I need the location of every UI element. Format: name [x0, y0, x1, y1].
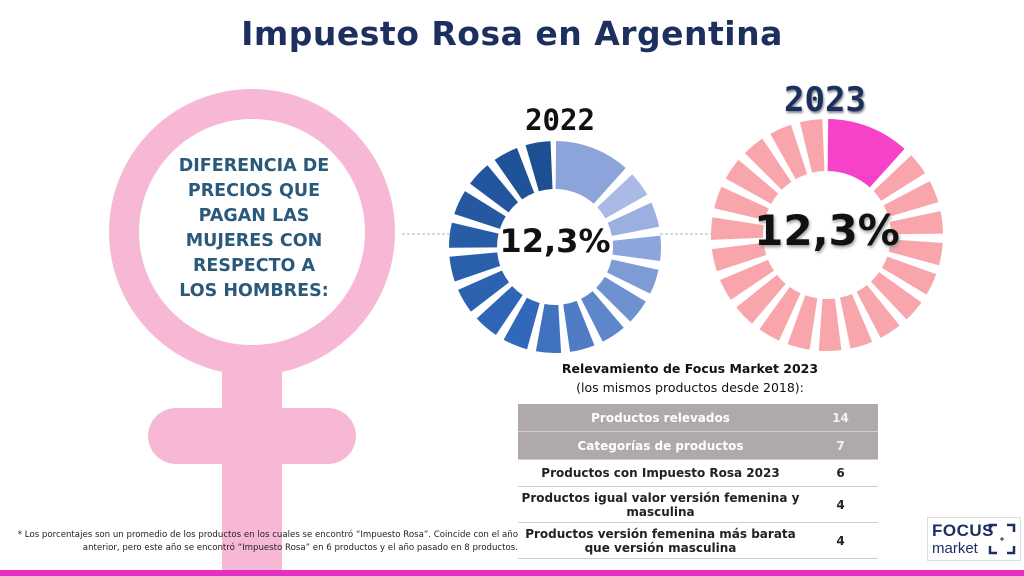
table-cell-label: Categorías de productos	[518, 431, 803, 460]
survey-subtitle: (los mismos productos desde 2018):	[576, 380, 804, 395]
description-line: PRECIOS QUE	[187, 181, 321, 201]
table-cell-label: Productos relevados	[518, 404, 803, 432]
donut-2022-remaining-segment	[470, 165, 519, 213]
donut-2022-remaining-segment	[612, 235, 661, 261]
donut-chart-2023	[711, 119, 943, 351]
donut-2022-remaining-segment	[597, 174, 648, 219]
bottom-accent-bar	[0, 570, 1024, 576]
description-line: LOS HOMBRES:	[179, 281, 329, 301]
donut-2022-title: 2022	[525, 103, 595, 137]
price-difference-description: DIFERENCIA DE PRECIOS QUE PAGAN LAS MUJE…	[160, 154, 348, 304]
donut-2022-highlight-slice	[555, 141, 626, 204]
footnote: * Los porcentajes son un promedio de los…	[17, 530, 518, 553]
donut-2023-remaining-segment	[744, 138, 792, 190]
donut-2023-remaining-segment	[787, 295, 818, 350]
logo-text-market: market	[932, 540, 978, 557]
donut-2023-remaining-segment	[883, 181, 939, 217]
donut-2023-remaining-segment	[759, 287, 801, 341]
donut-2023-remaining-segment	[720, 259, 774, 300]
table-cell-value: 4	[803, 522, 878, 559]
donut-2022-remaining-segment	[607, 259, 659, 294]
donut-chart-2022	[449, 141, 661, 353]
survey-title: Relevamiento de Focus Market 2023	[561, 361, 819, 376]
donut-2023-remaining-segment	[856, 284, 900, 338]
donut-2022-remaining-segment	[503, 297, 540, 350]
donut-2023-remaining-segment	[725, 159, 779, 204]
table-cell-label: Productos versión femenina más barata qu…	[518, 522, 803, 559]
table-cell-value: 6	[803, 459, 878, 487]
donut-2022-remaining-segment	[476, 286, 523, 336]
donut-2023-remaining-segment	[736, 274, 786, 324]
donut-2023-remaining-segment	[888, 239, 943, 266]
page-title: Impuesto Rosa en Argentina	[241, 14, 783, 53]
donut-2022-remaining-segment	[449, 222, 499, 248]
donut-2023-remaining-segment	[770, 124, 808, 180]
donut-2023-remaining-segment	[711, 217, 764, 240]
donut-2023-remaining-segment	[799, 119, 825, 173]
description-line: MUJERES CON	[185, 231, 323, 251]
donut-2023-remaining-segment	[711, 242, 767, 272]
donut-2023-title: 2023	[784, 80, 866, 120]
table-row: Productos con Impuesto Rosa 2023 6	[518, 459, 878, 487]
survey-table: Productos relevados 14 Categorías de pro…	[518, 404, 878, 559]
female-symbol-stem	[222, 358, 282, 572]
table-row: Productos versión femenina más barata qu…	[518, 522, 878, 559]
donut-2023-remaining-segment	[881, 256, 937, 295]
table-row: Categorías de productos 7	[518, 431, 878, 460]
table-cell-value: 7	[803, 431, 878, 460]
description-line: RESPECTO A	[192, 256, 316, 276]
donut-2022-remaining-segment	[607, 202, 660, 236]
donut-2022-remaining-segment	[449, 252, 501, 282]
table-row: Productos relevados 14	[518, 404, 878, 432]
description-line: PAGAN LAS	[198, 206, 310, 226]
table-cell-value: 4	[803, 486, 878, 523]
table-cell-value: 14	[803, 404, 878, 432]
donut-2023-remaining-segment	[870, 272, 922, 320]
description-line: DIFERENCIA DE	[178, 156, 330, 176]
donut-2023-remaining-segment	[889, 211, 943, 235]
donut-2022-remaining-segment	[454, 191, 506, 229]
donut-2022-remaining-segment	[535, 304, 562, 353]
female-symbol-crossbar	[148, 408, 356, 464]
donut-2023-highlight-slice	[827, 119, 905, 188]
donut-2023-value-label: 12,3%	[754, 206, 900, 255]
donut-2023-remaining-segment	[840, 293, 873, 349]
donut-2022-remaining-segment	[525, 141, 553, 192]
donut-2022-remaining-segment	[563, 300, 595, 352]
donut-2023-remaining-segment	[818, 298, 842, 351]
logo-text-focus: FOCUS	[932, 521, 994, 540]
focus-market-logo: FOCUS market	[927, 517, 1021, 561]
donut-2022-remaining-segment	[581, 291, 624, 342]
donut-2022-remaining-segment	[494, 148, 535, 200]
table-cell-label: Productos con Impuesto Rosa 2023	[518, 459, 803, 487]
donut-2022-remaining-segment	[458, 270, 510, 312]
logo-brackets-icon	[988, 523, 1016, 555]
donut-2023-remaining-segment	[873, 155, 926, 201]
donut-2022-value-label: 12,3%	[499, 222, 611, 260]
donut-2023-remaining-segment	[714, 186, 769, 221]
table-cell-label: Productos igual valor versión femenina y…	[518, 486, 803, 523]
table-row: Productos igual valor versión femenina y…	[518, 486, 878, 523]
donut-2022-remaining-segment	[596, 276, 646, 322]
